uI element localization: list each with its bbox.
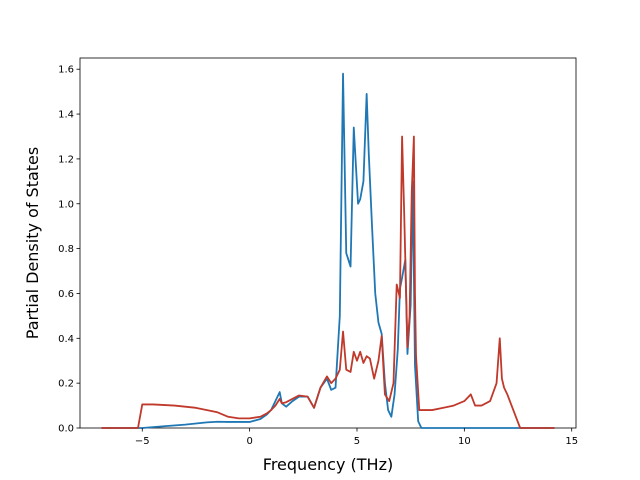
series-line-1 <box>101 72 555 429</box>
series-line-2 <box>101 135 555 429</box>
y-tick-label: 0.8 <box>58 244 74 255</box>
y-tick-label: 1.0 <box>58 199 74 210</box>
plot-area: −5 0 5 10 15 0.0 0.2 0.4 0.6 0.8 1.0 1.2 1.4 1.6 <box>58 57 578 447</box>
y-tick-label: 0.2 <box>58 379 74 390</box>
y-tick-label: 0.6 <box>58 289 74 300</box>
y-axis-title: Partial Density of States <box>23 147 42 339</box>
y-tick-label: 0.0 <box>58 424 74 435</box>
x-tick-label: 5 <box>354 436 360 447</box>
x-tick-label: −5 <box>135 436 150 447</box>
x-tick-label: 0 <box>246 436 252 447</box>
x-tick-label: 10 <box>458 436 471 447</box>
y-tick-label: 1.2 <box>58 154 74 165</box>
y-axis-ticks: 0.0 0.2 0.4 0.6 0.8 1.0 1.2 1.4 1.6 <box>58 65 80 435</box>
series-layer <box>101 72 555 429</box>
y-tick-label: 1.6 <box>58 65 74 76</box>
x-axis-title: Frequency (THz) <box>263 455 393 474</box>
x-tick-label: 15 <box>565 436 578 447</box>
x-axis-ticks: −5 0 5 10 15 <box>135 428 578 447</box>
plot-frame <box>79 57 577 429</box>
y-tick-label: 1.4 <box>58 110 74 121</box>
y-tick-label: 0.4 <box>58 334 74 345</box>
